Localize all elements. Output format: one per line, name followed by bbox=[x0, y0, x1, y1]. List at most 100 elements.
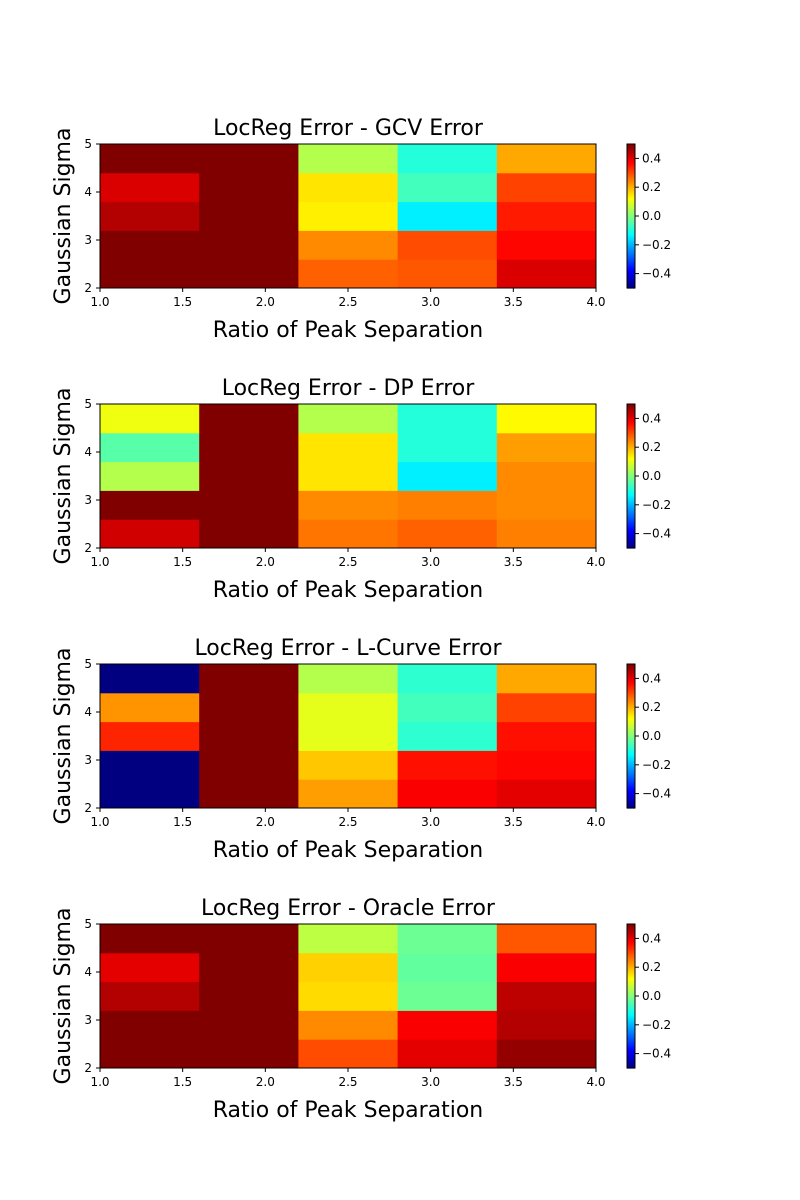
colorbar-band bbox=[627, 1039, 635, 1042]
colorbar-band bbox=[627, 1050, 635, 1052]
colorbar-band bbox=[627, 716, 635, 719]
x-tick-label: 2.0 bbox=[256, 1075, 275, 1089]
colorbar-band bbox=[627, 411, 635, 414]
colorbar-band bbox=[627, 481, 635, 484]
colorbar-band bbox=[627, 939, 635, 942]
colorbar-band bbox=[627, 785, 635, 788]
colorbar-band bbox=[627, 196, 635, 199]
colorbar-band bbox=[627, 743, 635, 746]
colorbar-band bbox=[627, 211, 635, 214]
colorbar-band bbox=[627, 1021, 635, 1024]
y-tick-label: 5 bbox=[84, 137, 92, 151]
colorbar-band bbox=[627, 710, 635, 712]
colorbar-band bbox=[627, 150, 635, 153]
colorbar-band bbox=[627, 246, 635, 249]
colorbar-band bbox=[627, 766, 635, 769]
colorbar-band bbox=[627, 801, 635, 803]
colorbar-band bbox=[627, 931, 635, 934]
heatmap-cell bbox=[397, 172, 498, 203]
colorbar-band bbox=[627, 738, 635, 740]
colorbar-band bbox=[627, 687, 635, 690]
colorbar-band bbox=[627, 498, 635, 501]
heatmap-cell bbox=[298, 519, 399, 549]
colorbar-band bbox=[627, 163, 635, 165]
colorbar-band bbox=[627, 209, 635, 211]
colorbar-band bbox=[627, 239, 635, 242]
heatmap-cell bbox=[496, 230, 597, 260]
colorbar-band bbox=[627, 695, 635, 698]
colorbar-band bbox=[627, 993, 635, 996]
heatmap-cell bbox=[397, 981, 498, 1011]
colorbar-band bbox=[627, 485, 635, 487]
heatmap-cell bbox=[100, 750, 200, 780]
colorbar-band bbox=[627, 173, 635, 175]
colorbar-band bbox=[627, 453, 635, 456]
y-axis-label: Gaussian Sigma bbox=[51, 908, 76, 1085]
colorbar-band bbox=[627, 792, 635, 794]
colorbar-band bbox=[627, 499, 635, 502]
colorbar-tick-label: 0.2 bbox=[642, 440, 661, 454]
colorbar-band bbox=[627, 235, 635, 237]
colorbar-band bbox=[627, 265, 635, 268]
colorbar-band bbox=[627, 997, 635, 999]
colorbar-band bbox=[627, 227, 635, 229]
colorbar-band bbox=[627, 464, 635, 467]
colorbar-tick-label: −0.2 bbox=[642, 238, 671, 252]
colorbar-band bbox=[627, 279, 635, 281]
colorbar-band bbox=[627, 266, 635, 269]
colorbar-band bbox=[627, 1005, 635, 1007]
colorbar-band bbox=[627, 204, 635, 207]
colorbar-band bbox=[627, 691, 635, 693]
heatmap-cell bbox=[298, 692, 399, 723]
colorbar-band bbox=[627, 940, 635, 943]
colorbar-band bbox=[627, 712, 635, 715]
colorbar-band bbox=[627, 473, 635, 476]
heatmap-cell bbox=[199, 692, 299, 723]
colorbar-band bbox=[627, 666, 635, 668]
colorbar-band bbox=[627, 540, 635, 542]
colorbar-band bbox=[627, 1044, 635, 1047]
colorbar-band bbox=[627, 1033, 635, 1035]
heatmap-cell bbox=[199, 172, 299, 203]
colorbar-band bbox=[627, 777, 635, 780]
colorbar-band bbox=[627, 240, 635, 243]
colorbar-band bbox=[627, 542, 635, 545]
colorbar-band bbox=[627, 476, 635, 478]
colorbar-band bbox=[627, 505, 635, 507]
heatmap-cell bbox=[496, 1039, 597, 1069]
colorbar-band bbox=[627, 679, 635, 682]
colorbar-band bbox=[627, 220, 635, 223]
colorbar-band bbox=[627, 767, 635, 770]
colorbar-band bbox=[627, 930, 635, 933]
colorbar-band bbox=[627, 1019, 635, 1022]
colorbar-band bbox=[627, 503, 635, 505]
colorbar-band bbox=[627, 159, 635, 162]
colorbar-band bbox=[627, 416, 635, 419]
colorbar-band bbox=[627, 534, 635, 537]
colorbar-tick-label: 0.0 bbox=[642, 729, 661, 743]
x-axis-label: Ratio of Peak Separation bbox=[213, 318, 484, 343]
colorbar-band bbox=[627, 270, 635, 272]
heatmap-cell bbox=[100, 1039, 200, 1069]
colorbar-band bbox=[627, 212, 635, 215]
colorbar-band bbox=[627, 673, 635, 675]
colorbar-band bbox=[627, 449, 635, 451]
heatmap-cell bbox=[298, 201, 399, 231]
x-tick-label: 3.0 bbox=[421, 815, 440, 829]
colorbar-band bbox=[627, 191, 635, 193]
heatmap-cell bbox=[100, 721, 200, 751]
colorbar-band bbox=[627, 1024, 635, 1026]
colorbar-band bbox=[627, 944, 635, 946]
colorbar-band bbox=[627, 1052, 635, 1054]
colorbar-band bbox=[627, 531, 635, 533]
heatmap-cell bbox=[397, 461, 498, 491]
colorbar-band bbox=[627, 774, 635, 776]
colorbar-band bbox=[627, 787, 635, 790]
colorbar-band bbox=[627, 497, 635, 500]
heatmap-cell bbox=[100, 461, 200, 491]
heatmap-cell bbox=[199, 779, 299, 809]
colorbar-band bbox=[627, 519, 635, 522]
colorbar-band bbox=[627, 1025, 635, 1027]
colorbar-band bbox=[627, 1017, 635, 1020]
colorbar-band bbox=[627, 410, 635, 413]
